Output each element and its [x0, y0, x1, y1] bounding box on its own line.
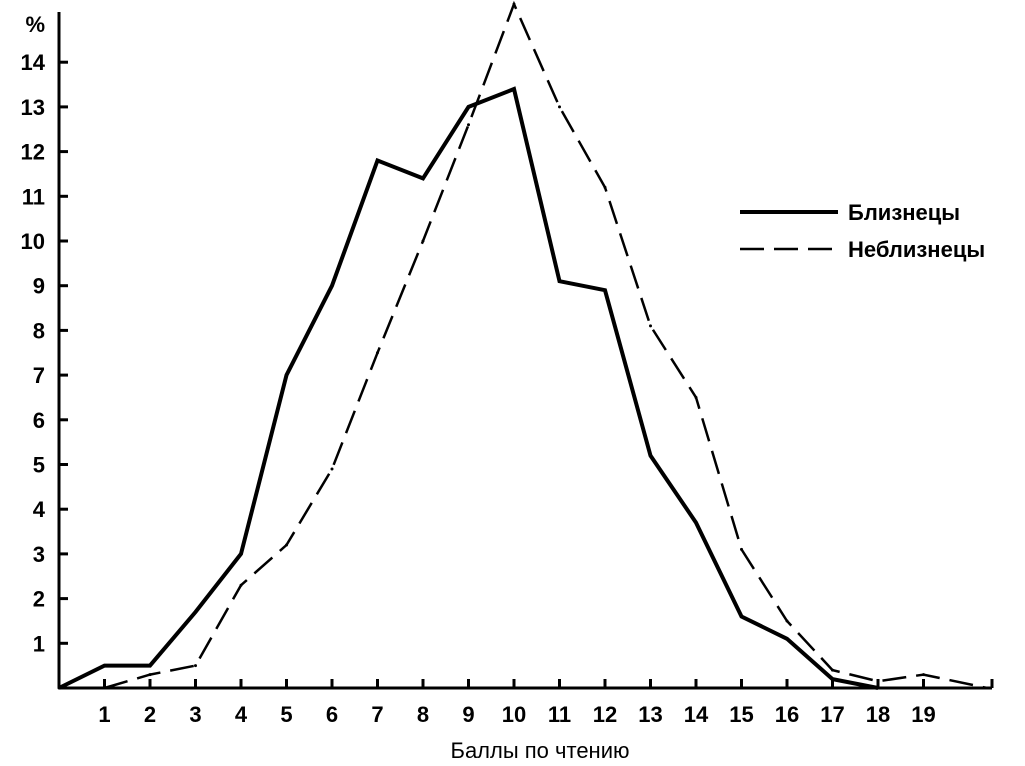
x-tick-label: 4: [235, 702, 248, 727]
x-ticks: 1 2 3 4 5 6 7 8 9 10 11 12 13 14 15 16 17 18 19: [98, 679, 992, 727]
data-point: [877, 687, 880, 690]
x-tick-label: 2: [144, 702, 156, 727]
x-tick-label: 14: [684, 702, 709, 727]
series-line-solid: [59, 89, 878, 688]
y-tick-label: 13: [21, 95, 45, 120]
data-point: [740, 548, 743, 551]
x-tick-label: 7: [371, 702, 383, 727]
data-point: [285, 374, 288, 377]
y-tick-label: 5: [33, 453, 45, 478]
y-tick-label: 1: [33, 631, 45, 656]
y-tick-label: 6: [33, 408, 45, 433]
x-tick-label: 12: [593, 702, 617, 727]
y-tick-label: 4: [33, 497, 46, 522]
x-tick-label: 9: [462, 702, 474, 727]
data-point: [194, 664, 197, 667]
data-point: [649, 454, 652, 457]
data-point: [786, 619, 789, 622]
x-tick-label: 16: [775, 702, 799, 727]
legend: Близнецы Неблизнецы: [740, 200, 985, 262]
data-point: [58, 687, 61, 690]
data-point: [604, 186, 607, 189]
y-tick-label: 10: [21, 229, 45, 254]
data-point: [558, 105, 561, 108]
axes: [59, 12, 992, 688]
series-lines: [58, 3, 989, 690]
x-tick-label: 6: [326, 702, 338, 727]
data-point: [467, 105, 470, 108]
y-tick-label: 12: [21, 140, 45, 165]
data-point: [695, 521, 698, 524]
x-tick-label: 13: [638, 702, 662, 727]
data-point: [467, 123, 470, 126]
y-tick-label: 8: [33, 318, 45, 343]
data-point: [149, 673, 152, 676]
y-axis-title: %: [25, 12, 45, 37]
data-point: [986, 687, 989, 690]
data-point: [513, 88, 516, 91]
series-line-dashed: [105, 4, 988, 688]
data-point: [649, 324, 652, 327]
data-point: [103, 687, 106, 690]
data-point: [558, 280, 561, 283]
x-tick-label: 15: [729, 702, 753, 727]
x-axis-title: Баллы по чтению: [451, 738, 630, 763]
legend-label: Близнецы: [848, 200, 960, 225]
data-point: [376, 159, 379, 162]
x-tick-label: 11: [548, 702, 571, 727]
data-point: [831, 678, 834, 681]
data-point: [331, 284, 334, 287]
y-tick-label: 11: [22, 184, 45, 209]
data-point: [103, 664, 106, 667]
data-point: [513, 3, 516, 6]
data-point: [376, 351, 379, 354]
data-point: [786, 637, 789, 640]
data-point: [422, 177, 425, 180]
data-point: [149, 664, 152, 667]
data-point: [877, 680, 880, 683]
data-point: [740, 615, 743, 618]
y-tick-label: 7: [33, 363, 45, 388]
data-point: [695, 396, 698, 399]
x-tick-label: 19: [911, 702, 935, 727]
x-tick-label: 10: [502, 702, 526, 727]
x-tick-label: 8: [417, 702, 429, 727]
x-tick-label: 3: [189, 702, 201, 727]
y-tick-label: 3: [33, 542, 45, 567]
y-tick-label: 2: [33, 587, 45, 612]
data-point: [240, 584, 243, 587]
data-point: [285, 543, 288, 546]
data-point: [331, 467, 334, 470]
legend-label: Неблизнецы: [848, 237, 985, 262]
data-point: [194, 611, 197, 614]
data-point: [922, 673, 925, 676]
x-tick-label: 17: [820, 702, 844, 727]
data-point: [604, 289, 607, 292]
data-point: [422, 240, 425, 243]
data-point: [831, 669, 834, 672]
y-tick-label: 14: [21, 50, 46, 75]
x-tick-label: 5: [280, 702, 292, 727]
x-tick-label: 18: [866, 702, 890, 727]
y-tick-label: 9: [33, 274, 45, 299]
data-point: [240, 552, 243, 555]
x-tick-label: 1: [98, 702, 110, 727]
